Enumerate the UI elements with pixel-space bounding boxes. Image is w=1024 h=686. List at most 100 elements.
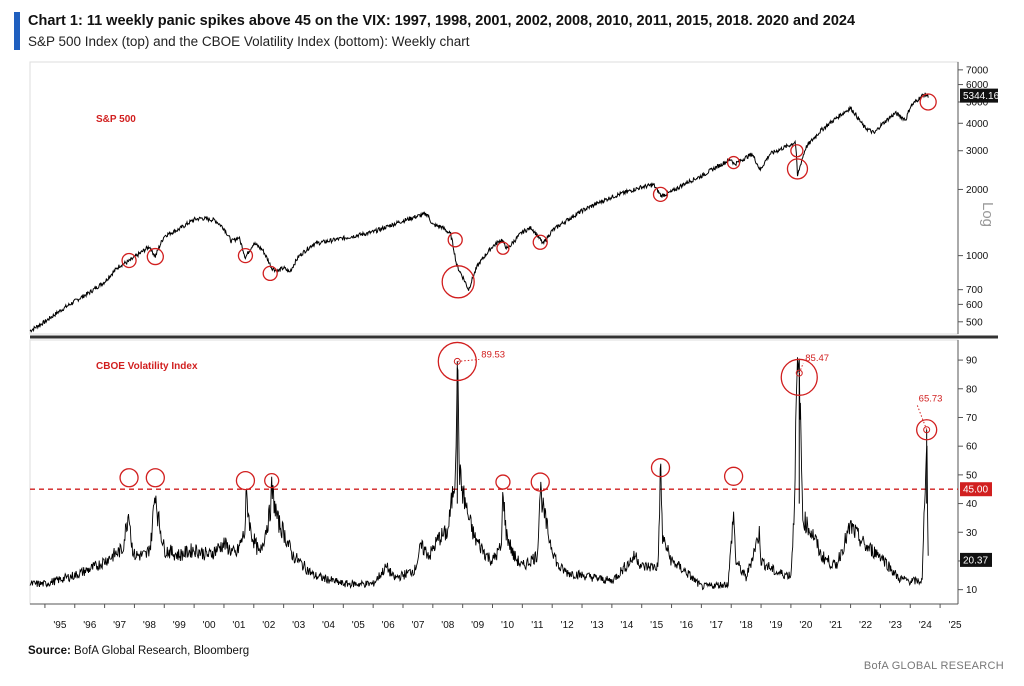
sp500-panel: 500 600 700 1000 2000 3000 4000 5000 6000 7000 Log… <box>29 61 1000 339</box>
source-note: Source: BofA Global Research, Bloomberg <box>28 645 249 657</box>
vix-peak-dot <box>795 369 803 377</box>
x-tick-label: '07 <box>411 620 424 631</box>
sp500-y-tick-label: 1000 <box>966 251 989 262</box>
sp500-panic-marker <box>652 186 669 202</box>
vix-y-tick-label: 80 <box>966 384 978 395</box>
vix-y-tick-label: 90 <box>966 356 978 367</box>
sp500-y-tick-label: 7000 <box>966 65 989 76</box>
sp500-y-tick-label: 4000 <box>966 119 989 130</box>
sp500-panic-marker <box>532 234 548 250</box>
sp500-y-tick-label: 600 <box>966 300 983 311</box>
x-tick-label: '03 <box>292 620 305 631</box>
x-tick-label: '98 <box>143 620 156 631</box>
sp500-panic-marker <box>146 247 164 266</box>
sp500-last-value: 5344.16 <box>963 91 1000 102</box>
vix-annotation-leader <box>916 403 928 430</box>
vix-line <box>29 357 929 591</box>
vix-y-tick-label: 10 <box>966 585 978 596</box>
sp500-y-tick-label: 700 <box>966 285 983 296</box>
x-tick-label: '12 <box>561 620 574 631</box>
chart-subtitle: S&P 500 Index (top) and the CBOE Volatil… <box>28 34 470 49</box>
vix-last-value: 20.37 <box>963 555 988 566</box>
vix-spike-marker <box>145 468 165 488</box>
vix-spike-marker <box>780 358 818 396</box>
x-tick-label: '15 <box>650 620 663 631</box>
vix-annotation-leader <box>457 358 480 362</box>
vix-peak-annotation: 85.47 <box>805 353 829 364</box>
x-tick-label: '16 <box>680 620 693 631</box>
x-tick-label: '04 <box>322 620 335 631</box>
sp500-y-tick-label: 6000 <box>966 80 989 91</box>
vix-spike-marker <box>916 419 938 441</box>
chart-title: Chart 1: 11 weekly panic spikes above 45… <box>28 13 856 29</box>
sp500-panic-marker <box>786 158 809 180</box>
x-tick-label: '13 <box>591 620 604 631</box>
vix-spike-marker <box>650 458 671 478</box>
x-tick-label: '22 <box>859 620 872 631</box>
x-tick-label: '14 <box>620 620 633 631</box>
x-tick-label: '96 <box>83 620 96 631</box>
vix-y-tick-label: 50 <box>966 470 978 481</box>
vix-peak-annotation: 65.73 <box>919 394 943 405</box>
x-tick-label: '97 <box>113 620 126 631</box>
vix-peak-annotation: 89.53 <box>481 349 505 360</box>
sp500-y-tick-label: 3000 <box>966 146 989 157</box>
sp500-panic-marker <box>237 247 254 264</box>
vix-last-value-box <box>960 552 992 567</box>
x-tick-label: '10 <box>501 620 514 631</box>
sp500-last-value-box <box>960 88 998 103</box>
vix-spike-marker <box>119 468 139 488</box>
sp500-panic-marker <box>262 265 278 282</box>
vix-spike-marker <box>495 474 511 490</box>
source-label: Source: <box>28 645 71 657</box>
threshold-value: 45.00 <box>963 485 988 496</box>
x-tick-label: '95 <box>53 620 66 631</box>
vix-peak-dot <box>453 357 461 365</box>
sp500-panic-marker <box>919 93 937 111</box>
x-tick-label: '19 <box>770 620 783 631</box>
x-tick-label: '23 <box>889 620 902 631</box>
vix-spike-marker <box>264 472 280 489</box>
sp500-panic-marker <box>121 252 137 269</box>
sp500-panel-label: S&P 500 <box>96 114 136 125</box>
x-tick-label: '99 <box>173 620 186 631</box>
x-tick-label: '24 <box>919 620 932 631</box>
x-tick-label: '05 <box>352 620 365 631</box>
sp500-plot-frame <box>29 61 959 335</box>
vix-y-tick-label: 60 <box>966 442 978 453</box>
x-tick-label: '18 <box>740 620 753 631</box>
sp500-y-tick-label: 5000 <box>966 97 989 108</box>
vix-spike-marker <box>530 472 550 492</box>
x-tick-label: '20 <box>799 620 812 631</box>
x-tick-label: '00 <box>203 620 216 631</box>
vix-peak-dot <box>923 426 931 434</box>
x-tick-label: '17 <box>710 620 723 631</box>
brand-watermark: BofA GLOBAL RESEARCH <box>863 660 1004 672</box>
x-tick-label: '06 <box>382 620 395 631</box>
sp500-panic-marker <box>441 265 475 299</box>
sp500-panic-marker <box>447 232 463 248</box>
sp500-y-tick-label: 2000 <box>966 185 989 196</box>
vix-panel-label: CBOE Volatility Index <box>96 361 198 372</box>
vix-y-tick-label: 70 <box>966 413 978 424</box>
sp500-panic-marker <box>726 155 741 170</box>
x-axis: '95 '96 '97 '98 '99 '00 '01 '02 '03 '04 '05 '06 '07 '… <box>30 603 962 631</box>
sp500-panic-marker <box>496 241 510 255</box>
log-scale-label: Log <box>979 202 996 227</box>
x-tick-label: '01 <box>232 620 245 631</box>
sp500-y-tick-label: 500 <box>966 317 983 328</box>
vix-y-tick-label: 30 <box>966 528 978 539</box>
sp500-line <box>29 92 929 333</box>
x-tick-label: '21 <box>829 620 842 631</box>
threshold-value-box <box>960 482 992 497</box>
vix-spike-marker <box>437 341 477 382</box>
sp500-panic-marker <box>790 144 804 158</box>
x-tick-label: '02 <box>262 620 275 631</box>
x-tick-label: '25 <box>949 620 962 631</box>
vix-y-tick-label: 40 <box>966 499 978 510</box>
source-text: BofA Global Research, Bloomberg <box>74 645 250 657</box>
vix-plot-frame <box>29 339 959 605</box>
accent-bar <box>14 12 20 50</box>
vix-spike-marker <box>723 466 744 486</box>
